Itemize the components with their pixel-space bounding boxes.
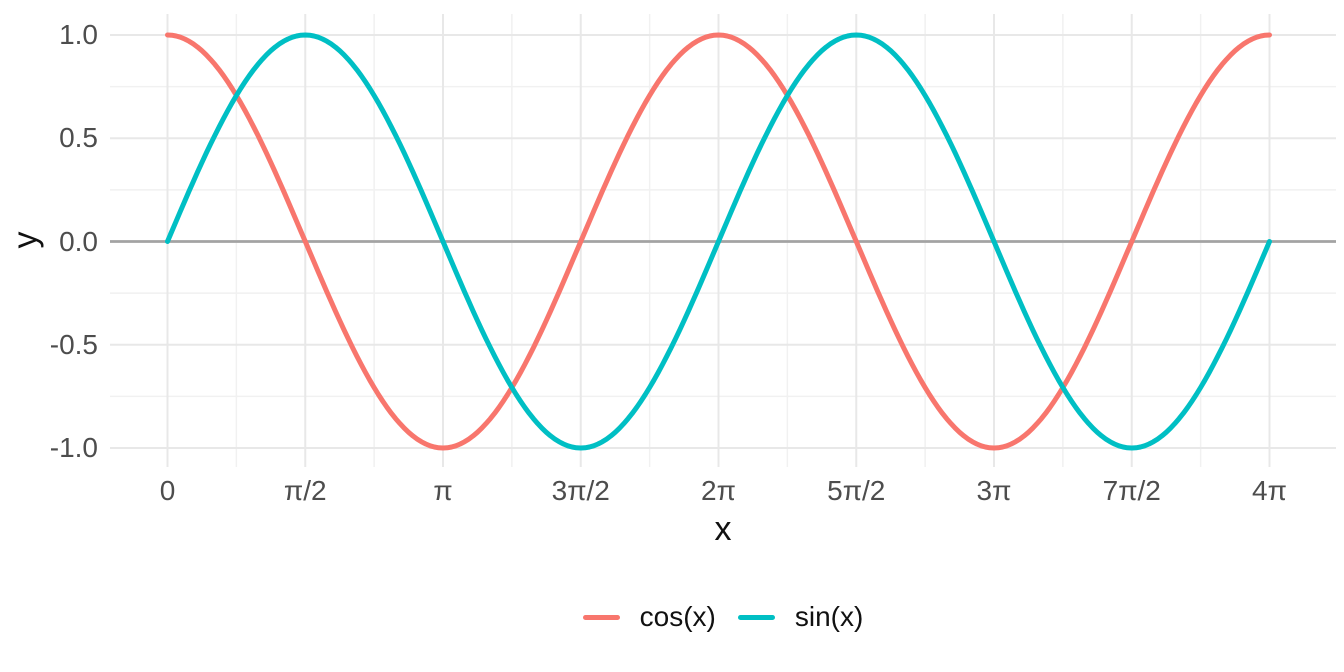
series-line-cos (165, 32, 1272, 451)
legend: cos(x) sin(x) (110, 598, 1336, 636)
legend-item-sin: sin(x) (737, 601, 864, 633)
legend-key-line-sin (737, 614, 775, 620)
x-tick-label: 5π/2 (827, 475, 886, 506)
x-tick-label: 4π (1252, 475, 1287, 506)
y-axis-title: y (6, 231, 45, 249)
y-tick-label: -1.0 (49, 432, 98, 463)
x-axis-title: x (714, 510, 732, 548)
legend-key-line-cos (582, 614, 620, 620)
legend-item-cos: cos(x) (582, 601, 716, 633)
x-tick-label: π (433, 475, 453, 506)
x-tick-label: π/2 (283, 475, 327, 506)
y-tick-label: 0.0 (59, 225, 98, 257)
y-tick-label: 0.5 (59, 122, 98, 154)
y-tick-label: -0.5 (49, 328, 98, 360)
x-tick-label: 7π/2 (1102, 475, 1161, 506)
legend-label-sin: sin(x) (794, 601, 864, 632)
y-tick-label: 1.0 (59, 19, 98, 50)
x-tick-label: 3π (976, 475, 1012, 506)
x-tick-label: 0 (159, 475, 176, 506)
series-line-sin (165, 32, 1272, 451)
legend-label-cos: cos(x) (639, 601, 716, 632)
x-tick-label: 3π/2 (551, 475, 610, 506)
x-tick-label: 2π (701, 475, 736, 506)
